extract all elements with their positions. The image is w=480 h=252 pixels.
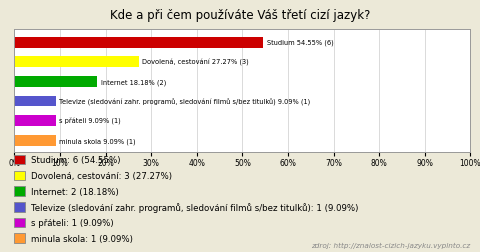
Text: Internet 18.18% (2): Internet 18.18% (2) — [101, 79, 167, 85]
Text: Kde a při čem používáte Váš třetí cizí jazyk?: Kde a při čem používáte Váš třetí cizí j… — [110, 9, 370, 22]
Text: Studium: 6 (54.55%): Studium: 6 (54.55%) — [31, 155, 120, 165]
Text: Televize (sledování zahr. programů, sledování filmů s/bez titulků) 9.09% (1): Televize (sledování zahr. programů, sled… — [60, 98, 311, 105]
Bar — [14, 96, 56, 107]
Text: Dovolená, cestování: 3 (27.27%): Dovolená, cestování: 3 (27.27%) — [31, 171, 172, 180]
Text: Internet: 2 (18.18%): Internet: 2 (18.18%) — [31, 187, 119, 196]
Text: Studium 54.55% (6): Studium 54.55% (6) — [267, 40, 334, 46]
Text: minula skola 9.09% (1): minula skola 9.09% (1) — [60, 138, 136, 144]
Bar — [14, 135, 56, 146]
Text: Dovolená, cestování 27.27% (3): Dovolená, cestování 27.27% (3) — [143, 59, 249, 66]
Bar — [14, 57, 139, 68]
Text: s přáteli 9.09% (1): s přáteli 9.09% (1) — [60, 118, 121, 125]
Text: Televize (sledování zahr. programů, sledování filmů s/bez titulků): 1 (9.09%): Televize (sledování zahr. programů, sled… — [31, 202, 358, 212]
Bar — [14, 116, 56, 127]
Text: s přáteli: 1 (9.09%): s přáteli: 1 (9.09%) — [31, 218, 113, 227]
Text: minula skola: 1 (9.09%): minula skola: 1 (9.09%) — [31, 234, 132, 243]
Bar — [14, 38, 263, 48]
Text: zdroj: http://znalost-cizich-jazyku.vyplnto.cz: zdroj: http://znalost-cizich-jazyku.vypl… — [311, 242, 470, 248]
Bar — [14, 77, 97, 87]
